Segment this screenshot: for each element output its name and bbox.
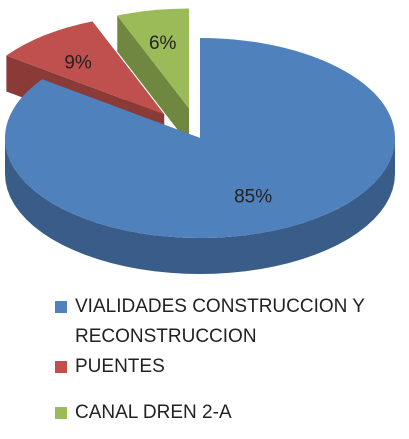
data-label: 9% (64, 52, 92, 73)
data-label: 6% (149, 33, 177, 54)
legend-label: VIALIDADES CONSTRUCCION Y RECONSTRUCCION (75, 296, 365, 347)
legend-label: CANAL DREN 2-A (75, 402, 232, 423)
slice-wall (5, 138, 395, 274)
slice-top (4, 38, 395, 239)
legend-item: PUENTES (55, 352, 405, 382)
legend-swatch (55, 361, 67, 373)
pie-slice (4, 38, 395, 274)
legend-label: PUENTES (75, 356, 165, 377)
slice-top (117, 8, 190, 109)
legend-item: CANAL DREN 2-A (55, 398, 405, 428)
legend: VIALIDADES CONSTRUCCION Y RECONSTRUCCION… (55, 292, 405, 428)
legend-item: VIALIDADES CONSTRUCCION Y RECONSTRUCCION (55, 292, 405, 352)
legend-swatch (55, 301, 67, 313)
data-label: 85% (234, 186, 272, 207)
chart: 85% 9% 6% (4, 8, 395, 274)
legend-swatch (55, 407, 67, 419)
slice-side (117, 15, 190, 145)
slice-top (6, 21, 165, 115)
pie-slice (117, 8, 190, 145)
